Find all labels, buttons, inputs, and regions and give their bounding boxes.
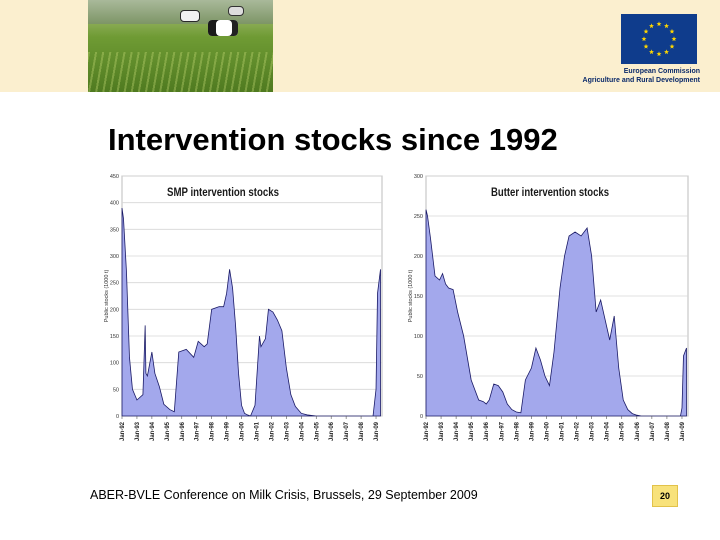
x-tick-label: Jan-97 bbox=[499, 421, 505, 441]
x-tick-label: Jan-04 bbox=[299, 421, 305, 441]
x-tick-label: Jan-98 bbox=[514, 421, 520, 441]
x-tick-label: Jan-01 bbox=[560, 421, 566, 441]
cow-1 bbox=[180, 10, 200, 22]
x-tick-label: Jan-95 bbox=[469, 421, 475, 441]
smp-chart: 0 50 100 150 200 250 300 350 400 450 Jan-92 Jan-93 J… bbox=[98, 170, 386, 450]
butter-chart: 0 50 100 150 200 250 300 Jan-92 Jan-93 Jan-94 Jan-… bbox=[402, 170, 692, 450]
y-tick-label: 0 bbox=[116, 414, 119, 420]
y-tick-label: 250 bbox=[110, 281, 119, 287]
x-tick-label: Jan-93 bbox=[135, 421, 141, 441]
cows-in-meadow-photo bbox=[88, 0, 273, 92]
eu-star-10 bbox=[641, 36, 647, 42]
x-tick-label: Jan-99 bbox=[225, 421, 231, 441]
y-tick-label: 50 bbox=[113, 387, 119, 393]
y-tick-label: 50 bbox=[417, 374, 423, 380]
org-line-1: European Commission bbox=[623, 68, 700, 75]
x-tick-label: Jan-92 bbox=[424, 421, 430, 441]
eu-star-5 bbox=[669, 43, 675, 49]
x-tick-label: Jan-09 bbox=[374, 421, 380, 441]
x-tick-label: Jan-95 bbox=[165, 421, 171, 441]
footer-text: ABER-BVLE Conference on Milk Crisis, Bru… bbox=[90, 488, 478, 502]
organization-name: European Commission Agriculture and Rura… bbox=[580, 67, 700, 85]
x-tick-label: Jan-09 bbox=[680, 421, 686, 441]
eu-star-2 bbox=[664, 23, 669, 29]
x-tick-label: Jan-05 bbox=[620, 421, 626, 441]
y-tick-label: 100 bbox=[414, 334, 423, 340]
eu-star-9 bbox=[643, 43, 649, 49]
y-tick-label: 0 bbox=[420, 414, 423, 420]
eu-star-8 bbox=[649, 49, 654, 55]
chart-title: Butter intervention stocks bbox=[491, 187, 609, 199]
y-axis-label: Public stocks (1000 t) bbox=[104, 270, 110, 323]
y-tick-label: 100 bbox=[110, 361, 119, 367]
photo-grass bbox=[88, 52, 273, 92]
y-tick-label: 400 bbox=[110, 201, 119, 207]
cow-3 bbox=[228, 6, 244, 16]
x-tick-label: Jan-92 bbox=[120, 421, 126, 441]
org-line-2: Agriculture and Rural Development bbox=[582, 77, 700, 84]
x-tick-label: Jan-94 bbox=[454, 421, 460, 441]
page-number-badge: 20 bbox=[652, 485, 678, 507]
y-tick-label: 300 bbox=[414, 174, 423, 180]
area-series bbox=[425, 209, 687, 417]
eu-flag-icon bbox=[621, 14, 697, 64]
x-tick-label: Jan-94 bbox=[150, 421, 156, 441]
x-tick-label: Jan-05 bbox=[314, 421, 320, 441]
x-tick-label: Jan-97 bbox=[195, 421, 201, 441]
smp-chart-svg: 0 50 100 150 200 250 300 350 400 450 Jan-92 Jan-93 J… bbox=[104, 174, 383, 441]
x-tick-label: Jan-93 bbox=[439, 421, 445, 441]
x-tick-label: Jan-07 bbox=[650, 421, 656, 441]
eu-star-3 bbox=[669, 28, 675, 34]
x-tick-label: Jan-02 bbox=[575, 421, 581, 441]
cow-2 bbox=[208, 20, 238, 36]
x-tick-label: Jan-04 bbox=[605, 421, 611, 441]
x-tick-label: Jan-06 bbox=[329, 421, 335, 441]
chart-title: SMP intervention stocks bbox=[167, 187, 279, 199]
y-tick-label: 250 bbox=[414, 214, 423, 220]
x-tick-label: Jan-06 bbox=[635, 421, 641, 441]
slide-title: Intervention stocks since 1992 bbox=[108, 122, 558, 157]
x-tick-label: Jan-00 bbox=[545, 421, 551, 441]
x-tick-label: Jan-99 bbox=[529, 421, 535, 441]
y-tick-label: 200 bbox=[110, 307, 119, 313]
plot-area bbox=[121, 175, 383, 417]
x-tick-label: Jan-00 bbox=[240, 421, 246, 441]
x-tick-label: Jan-03 bbox=[284, 421, 290, 441]
eu-star-1 bbox=[656, 21, 662, 27]
butter-chart-svg: 0 50 100 150 200 250 300 Jan-92 Jan-93 Jan-94 Jan-… bbox=[408, 174, 689, 441]
x-tick-label: Jan-03 bbox=[590, 421, 596, 441]
x-tick-label: Jan-02 bbox=[269, 421, 275, 441]
x-tick-label: Jan-96 bbox=[484, 421, 490, 441]
y-axis-label: Public stocks (1000 t) bbox=[408, 270, 414, 323]
eu-star-11 bbox=[643, 28, 649, 34]
x-tick-label: Jan-08 bbox=[359, 421, 365, 441]
y-tick-label: 300 bbox=[110, 254, 119, 260]
y-tick-label: 150 bbox=[110, 334, 119, 340]
eu-star-7 bbox=[656, 51, 662, 57]
eu-star-6 bbox=[664, 49, 669, 55]
x-tick-label: Jan-98 bbox=[210, 421, 216, 441]
y-tick-label: 350 bbox=[110, 227, 119, 233]
x-tick-label: Jan-08 bbox=[665, 421, 671, 441]
eu-flag-stars bbox=[641, 21, 677, 57]
y-tick-label: 450 bbox=[110, 174, 119, 180]
area-series bbox=[121, 207, 381, 417]
eu-star-12 bbox=[649, 23, 654, 29]
eu-star-4 bbox=[671, 36, 677, 42]
x-tick-label: Jan-01 bbox=[255, 421, 261, 441]
y-tick-label: 200 bbox=[414, 254, 423, 260]
x-tick-label: Jan-07 bbox=[344, 421, 350, 441]
y-tick-label: 150 bbox=[414, 294, 423, 300]
x-tick-label: Jan-96 bbox=[180, 421, 186, 441]
